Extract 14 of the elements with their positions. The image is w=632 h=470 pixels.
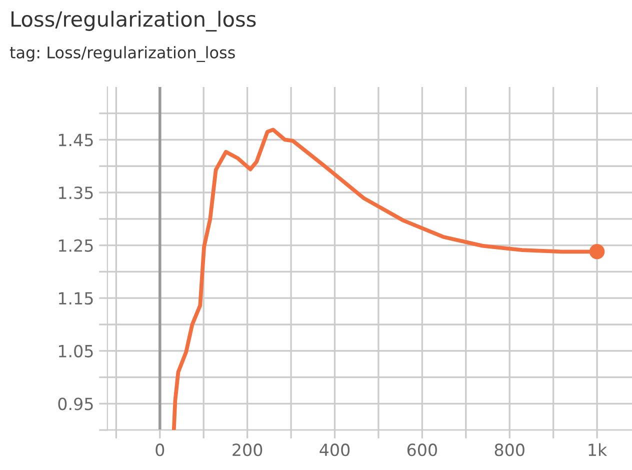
x-tick-label: 200 bbox=[232, 444, 262, 456]
y-tick-label: 1.45 bbox=[58, 134, 93, 146]
y-tick-label: 0.95 bbox=[58, 398, 93, 410]
x-tick-label: 0 bbox=[156, 444, 164, 456]
x-tick-label: 1k bbox=[588, 443, 608, 456]
chart-title: Loss/regularization_loss bbox=[12, 10, 256, 32]
y-tick-label: 1.05 bbox=[58, 344, 93, 358]
y-tick-label: 1.25 bbox=[58, 239, 93, 252]
x-tick-label: 800 bbox=[494, 444, 524, 456]
x-tick-label: 600 bbox=[407, 444, 437, 456]
y-tick-label: 1.35 bbox=[58, 186, 93, 200]
y-tick-label: 1.15 bbox=[58, 292, 93, 305]
x-tick-label: 400 bbox=[320, 444, 350, 456]
chart-subtitle: tag: Loss/regularization_loss bbox=[10, 46, 235, 62]
